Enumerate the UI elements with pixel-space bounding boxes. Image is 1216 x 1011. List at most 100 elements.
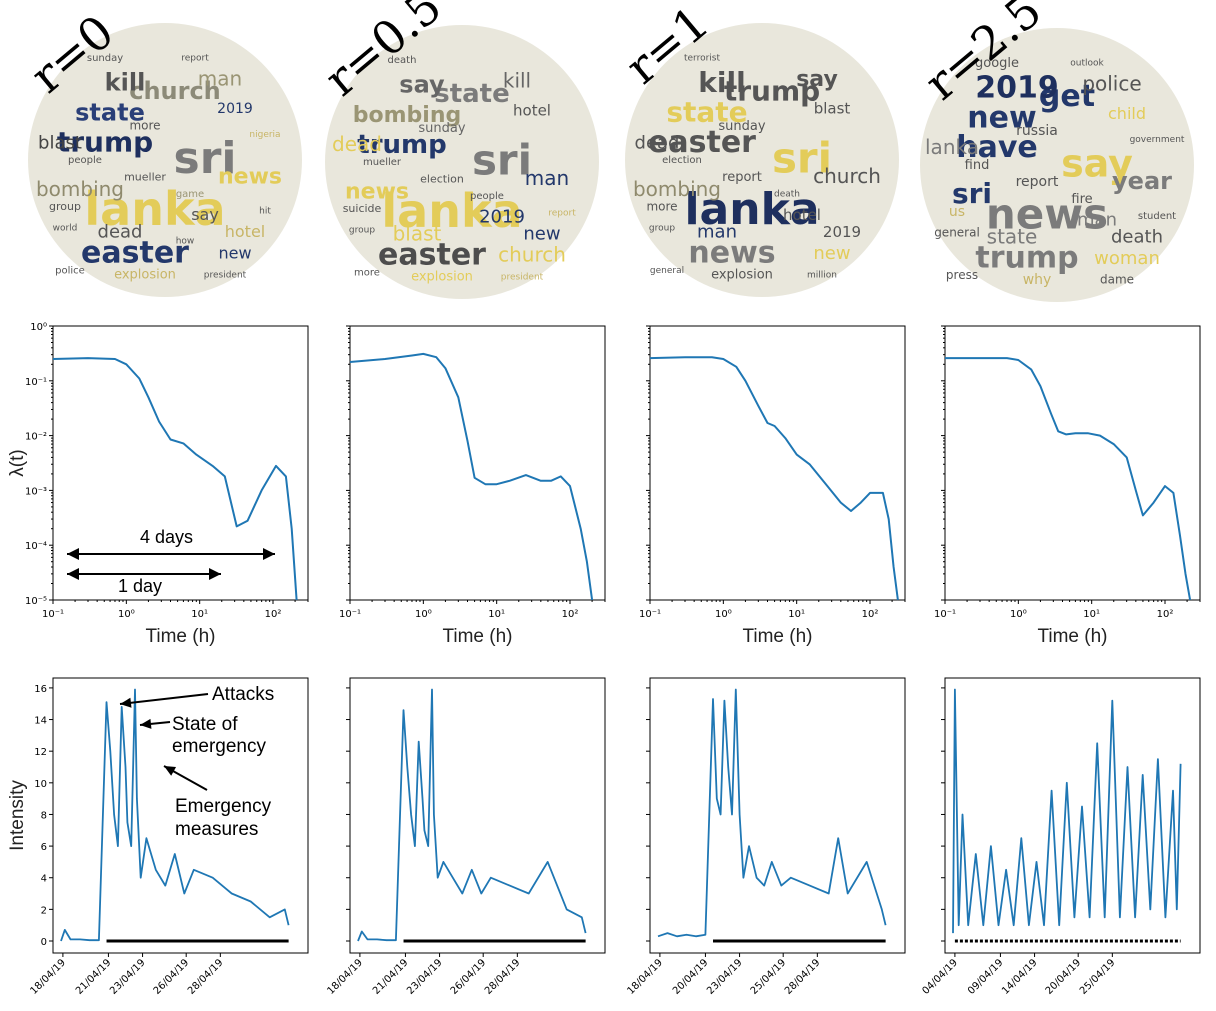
wordcloud-word: bombing <box>633 177 721 201</box>
wordcloud-word: news <box>345 179 409 204</box>
x-tick-label: 25/04/19 <box>1078 957 1118 997</box>
series-line <box>657 688 887 938</box>
wordcloud-word: church <box>129 77 221 105</box>
wordcloud-word: trump <box>57 125 153 158</box>
x-tick-label: 18/04/19 <box>625 957 665 997</box>
wordcloud-word: world <box>53 224 78 234</box>
wordcloud-word: report <box>722 170 762 185</box>
wordcloud-word: sunday <box>87 53 123 64</box>
y-tick-label: 10⁻⁴ <box>25 541 47 552</box>
wordcloud-word: suicide <box>343 202 382 215</box>
wordcloud-word: hotel <box>783 206 821 224</box>
wordcloud-background <box>625 23 899 297</box>
x-tick-label: 28/04/19 <box>483 957 523 997</box>
y-tick-label: 10 <box>34 779 47 790</box>
wordcloud-word: president <box>204 270 247 280</box>
wordcloud-word: mueller <box>124 170 166 183</box>
arrow-emergency-measures-head <box>164 766 177 776</box>
wordcloud-word: say <box>191 205 219 224</box>
arrow-1-day-head-right <box>209 568 221 580</box>
wordcloud-background <box>28 23 302 297</box>
wordcloud-word: press <box>946 268 978 282</box>
wordcloud-word: us <box>949 204 965 220</box>
wordcloud-word: dead <box>635 132 680 153</box>
series-line <box>52 357 298 601</box>
series-line <box>649 356 899 601</box>
x-tick-label: 23/04/19 <box>705 957 745 997</box>
wordcloud-word: say <box>399 71 445 99</box>
wordcloud-word: trump <box>724 74 820 107</box>
wordcloud-word: lanka <box>684 184 819 235</box>
wordcloud-word: sunday <box>418 121 465 136</box>
y-tick-label: 2 <box>41 905 47 916</box>
wordcloud-word: trump <box>357 130 446 160</box>
wordcloud-word: bombing <box>36 177 124 201</box>
wordcloud-word: easter <box>378 238 486 273</box>
wordcloud-word: lanka <box>381 184 522 238</box>
wordcloud-word: man <box>525 166 569 190</box>
wordcloud-word: say <box>796 67 838 92</box>
wordcloud-word: death <box>1111 227 1163 248</box>
wordcloud-word: state <box>434 79 510 109</box>
wordcloud-word: mueller <box>363 157 402 168</box>
wordcloud-word: general <box>934 226 980 240</box>
wordcloud-word: death <box>774 190 800 200</box>
x-tick-label: 10⁻¹ <box>639 609 661 620</box>
plot-frame <box>944 325 1201 601</box>
x-tick-label: 10² <box>562 609 579 620</box>
x-axis-label: Time (h) <box>442 626 512 647</box>
wordcloud-word: lanka <box>925 135 979 159</box>
x-tick-label: 28/04/19 <box>783 957 823 997</box>
lambda-chart: 10⁻¹ 10⁰ 10¹ 10² Time (h) <box>339 325 606 647</box>
y-tick-label: 10⁻³ <box>25 486 47 497</box>
wordcloud-word: death <box>388 55 417 66</box>
wordcloud-word: sri <box>472 136 532 185</box>
x-tick-label: 25/04/19 <box>749 957 789 997</box>
wordcloud-word: explosion <box>411 270 473 285</box>
x-tick-label: 10² <box>1157 609 1174 620</box>
wordcloud-word: hotel <box>225 222 266 241</box>
wordcloud-word: report <box>1016 174 1059 190</box>
y-tick-label: 10⁻⁵ <box>25 596 47 607</box>
x-axis-label: Time (h) <box>145 626 215 647</box>
wordcloud-word: bombing <box>353 103 462 128</box>
arrow-1-day-head-left <box>67 568 79 580</box>
wordcloud-word: dead <box>98 222 143 243</box>
lambda-chart: 10⁻¹ 10⁰ 10¹ 10² Time (h) <box>639 325 906 647</box>
wordcloud-word: president <box>501 272 544 282</box>
y-tick-label: 10⁰ <box>30 322 47 333</box>
wordcloud-word: find <box>965 158 990 173</box>
wordcloud-word: blast <box>38 132 82 153</box>
wordcloud-word: woman <box>1094 248 1160 269</box>
y-axis-label: λ(t) <box>7 449 28 476</box>
x-tick-label: 09/04/19 <box>966 957 1006 997</box>
x-tick-label: 10⁰ <box>715 609 732 620</box>
wordcloud-word: report <box>548 209 576 219</box>
y-tick-label: 16 <box>34 684 47 695</box>
x-tick-label: 10⁰ <box>415 609 432 620</box>
y-tick-label: 14 <box>34 716 47 727</box>
wordcloud-word: hotel <box>513 102 551 120</box>
wordcloud-word: kill <box>105 69 146 97</box>
wordcloud-word: state <box>987 224 1038 248</box>
wordcloud-word: fire <box>1071 192 1092 207</box>
arrow-4-days-head-right <box>263 548 275 560</box>
wordcloud-word: general <box>650 266 684 276</box>
x-tick-label: 10⁻¹ <box>934 609 956 620</box>
arrow-attacks <box>119 693 209 705</box>
series-line <box>349 352 594 601</box>
plot-frame <box>349 677 606 954</box>
wordcloud-word: more <box>646 199 677 213</box>
y-tick-label: 10⁻² <box>25 432 47 443</box>
wordcloud-word: hit <box>259 207 271 217</box>
wordcloud-word: man <box>697 222 737 243</box>
annotation-attacks: Attacks <box>212 684 274 705</box>
arrow-state-of-emergency-head <box>140 718 152 729</box>
wordcloud-word: kill <box>503 68 531 92</box>
